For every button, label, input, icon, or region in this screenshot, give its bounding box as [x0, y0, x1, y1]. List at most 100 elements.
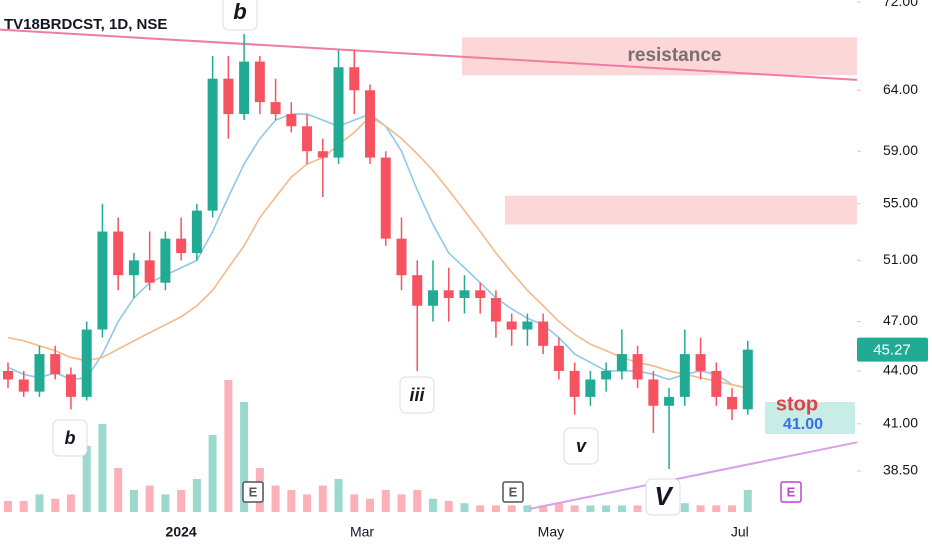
candle-body [113, 231, 124, 276]
volume-bar [554, 503, 563, 512]
y-tick-label: 41.00 [883, 415, 918, 431]
wave-label: V [654, 481, 674, 511]
volume-bar [444, 501, 453, 512]
volume-bar [633, 505, 642, 512]
volume-bar [712, 505, 721, 512]
candle-body [144, 260, 155, 283]
y-tick-label: 64.00 [883, 81, 918, 97]
wave-label: b [65, 428, 76, 448]
candle-body [412, 275, 423, 306]
trendline [0, 28, 858, 81]
layer [4, 380, 752, 512]
candle-body [727, 396, 738, 410]
y-tick-label: 44.00 [883, 362, 918, 378]
wave-label-box [563, 427, 599, 465]
volume-bar [366, 498, 375, 512]
candle-body [18, 379, 29, 392]
wave-label: iii [409, 385, 425, 405]
candle-body [207, 78, 218, 211]
volume-bar [66, 494, 75, 512]
symbol-title: TV18BRDCST, 1D, NSE [4, 16, 167, 33]
candle-body [585, 379, 596, 397]
volume-bar [428, 498, 437, 512]
candle-body [380, 157, 391, 239]
wave-label-box [399, 376, 435, 414]
candle-body [3, 370, 13, 380]
moving-average [7, 113, 748, 389]
candle-body [349, 67, 360, 91]
volume-bar [507, 505, 516, 512]
candle-body [742, 349, 753, 410]
volume-bar [129, 490, 138, 512]
y-tick-label: 72.00 [883, 0, 918, 9]
candle-body [176, 238, 187, 254]
candle-body [81, 329, 92, 397]
candle-body [475, 290, 486, 298]
volume-bar [350, 494, 359, 512]
price-badge [857, 337, 928, 362]
volume-bar [192, 479, 201, 512]
volume-bar [114, 468, 123, 512]
layer [3, 33, 753, 469]
event-box [502, 481, 524, 503]
candle-body [317, 151, 328, 158]
candle-body [679, 354, 690, 397]
volume-bar [145, 485, 154, 512]
candle-body [601, 370, 612, 380]
wave-label: v [576, 436, 587, 456]
volume-bar [271, 485, 280, 512]
candle-body [459, 290, 470, 298]
y-tick-label: 38.50 [883, 462, 918, 478]
candle-body [270, 102, 281, 115]
x-tick-label: Jul [731, 524, 749, 540]
candle-body [97, 231, 108, 330]
volume-bar [491, 505, 500, 512]
volume-bar [617, 505, 626, 512]
stop-level: 41.00 [783, 416, 823, 433]
zone-label: resistance [627, 45, 721, 66]
volume-bar [224, 380, 233, 512]
candle-body [34, 354, 45, 392]
layer [462, 37, 857, 225]
candle-body [239, 61, 250, 115]
x-tick-label: 2024 [166, 524, 197, 540]
candle-body [365, 90, 376, 158]
wave-label: b [233, 0, 246, 24]
volume-bar [303, 494, 312, 512]
volume-bar [51, 498, 60, 512]
candle-body [490, 297, 501, 322]
wave-label-box [645, 478, 681, 516]
volume-bar [696, 505, 705, 512]
volume-bar [240, 402, 249, 512]
candle-body [223, 78, 234, 115]
y-tick-label: 59.00 [883, 142, 918, 158]
candle-body [302, 126, 313, 152]
volume-bar [460, 503, 469, 512]
volume-bar [19, 501, 28, 512]
volume-bar [476, 505, 485, 512]
volume-bar [397, 494, 406, 512]
volume-bar [381, 490, 390, 512]
y-tick-label: 51.00 [883, 251, 918, 267]
candle-body [443, 290, 454, 298]
candle-body [695, 354, 706, 371]
stop-box [765, 402, 855, 434]
volume-bar [602, 505, 611, 512]
volume-bar [177, 490, 186, 512]
volume-bar [570, 505, 579, 512]
volume-bar [728, 505, 737, 512]
candle-body [128, 260, 139, 276]
volume-bar [82, 446, 91, 512]
stop-label: stop [776, 393, 818, 415]
x-tick-label: May [538, 524, 564, 540]
trendline [529, 441, 858, 510]
y-tick-label: 55.00 [883, 194, 918, 210]
candle-body [254, 61, 265, 103]
event-marker: E [787, 484, 796, 499]
candle-body [648, 379, 659, 406]
volume-bar [208, 435, 217, 512]
zone [505, 195, 857, 225]
candle-body [569, 370, 580, 397]
volume-bar [680, 503, 689, 512]
